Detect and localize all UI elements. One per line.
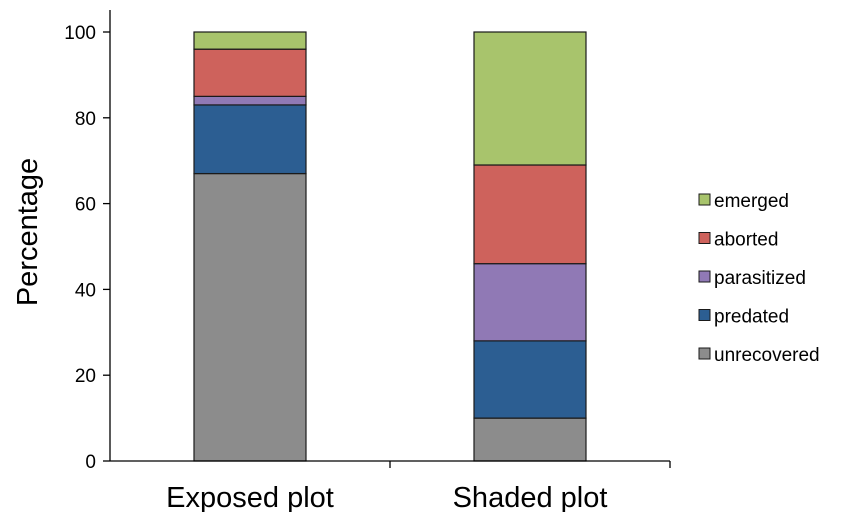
legend-swatch-unrecovered [698,347,711,360]
y-axis-title: Percentage [12,158,44,306]
y-tick-label: 60 [75,195,96,216]
legend-label-predated: predated [714,307,789,328]
bars-layer [193,31,587,462]
bar-segment-parasitized-shaded-plot [473,263,587,342]
legend-swatch-aborted [698,232,711,244]
y-tick-label: 80 [75,109,96,130]
bar-segment-emerged-exposed-plot [193,31,307,50]
bar-segment-aborted-exposed-plot [193,48,307,97]
bar-segment-emerged-shaded-plot [473,31,587,166]
bar-segment-predated-exposed-plot [193,104,307,175]
bar-segment-parasitized-exposed-plot [193,95,307,106]
y-tick-label: 20 [75,366,96,387]
legend-label-aborted: aborted [714,230,778,251]
bar-segment-unrecovered-shaded-plot [473,417,587,462]
legend: emerged aborted parasitized predated unrecov… [698,191,820,366]
y-tick-label: 0 [85,452,96,473]
x-category-label: Exposed plot [166,482,334,512]
y-tick-label: 100 [64,23,96,44]
legend-swatch-predated [698,309,711,321]
x-category-label: Shaded plot [453,482,608,512]
legend-label-unrecovered: unrecovered [714,345,820,366]
legend-label-emerged: emerged [714,191,789,212]
y-ticks: 0 20 40 60 80 100 [64,23,110,473]
legend-swatch-parasitized [698,270,711,283]
bar-segment-unrecovered-exposed-plot [193,172,307,462]
legend-swatch-emerged [698,193,711,206]
bar-segment-predated-shaded-plot [473,340,587,419]
y-tick-label: 40 [75,280,96,301]
x-category-labels: Exposed plot Shaded plot [166,461,671,512]
bar-segment-aborted-shaded-plot [473,164,587,265]
legend-label-parasitized: parasitized [714,268,806,289]
